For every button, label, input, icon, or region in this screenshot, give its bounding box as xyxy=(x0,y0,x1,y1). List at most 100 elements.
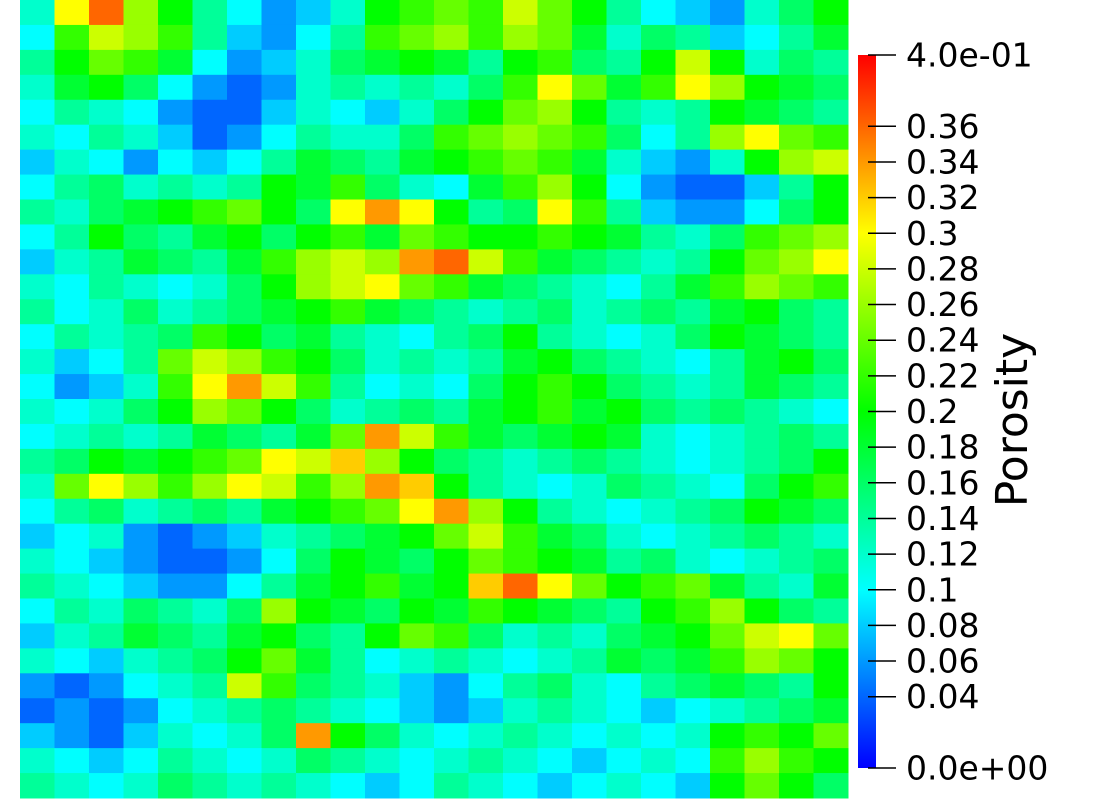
cell xyxy=(123,473,159,500)
cell xyxy=(503,773,538,799)
cell xyxy=(123,24,159,51)
cell xyxy=(261,199,297,225)
cell xyxy=(572,548,607,575)
cell xyxy=(503,723,538,749)
cell xyxy=(296,523,331,550)
cell xyxy=(192,224,228,250)
cell xyxy=(158,74,193,101)
cell xyxy=(330,374,366,400)
cell xyxy=(779,623,814,649)
cell xyxy=(227,748,262,774)
cell xyxy=(641,249,676,275)
cell xyxy=(330,274,366,300)
cell xyxy=(606,773,642,799)
cell xyxy=(192,598,228,624)
cell xyxy=(365,448,400,475)
cell xyxy=(123,249,159,275)
cell xyxy=(813,623,849,649)
cell xyxy=(606,74,642,101)
cell xyxy=(606,49,642,76)
cell xyxy=(20,124,55,151)
cell xyxy=(330,49,366,76)
cell xyxy=(54,324,90,350)
cell xyxy=(813,698,849,724)
cell xyxy=(227,199,262,225)
cell xyxy=(537,224,573,250)
cell xyxy=(296,648,331,674)
cell xyxy=(813,773,849,799)
cell xyxy=(20,423,55,450)
cell xyxy=(89,299,124,325)
cell xyxy=(89,773,124,799)
cell xyxy=(606,598,642,624)
colorbar-tick-label: 0.32 xyxy=(906,178,979,217)
cell xyxy=(710,49,745,76)
cell xyxy=(20,548,55,575)
cell xyxy=(54,598,90,624)
cell xyxy=(434,773,469,799)
cell xyxy=(710,349,745,375)
cell xyxy=(261,623,297,649)
cell xyxy=(123,0,159,26)
cell xyxy=(537,573,573,599)
cell xyxy=(675,0,711,26)
cell xyxy=(675,523,711,550)
cell xyxy=(296,299,331,325)
cell xyxy=(296,423,331,450)
cell xyxy=(296,0,331,26)
cell xyxy=(468,49,504,76)
cell xyxy=(675,673,711,699)
cell xyxy=(192,49,228,76)
cell xyxy=(54,399,90,425)
cell xyxy=(123,199,159,225)
cell xyxy=(675,124,711,151)
cell xyxy=(399,0,435,26)
cell xyxy=(813,224,849,250)
cell xyxy=(468,448,504,475)
cell xyxy=(606,149,642,176)
cell xyxy=(330,124,366,151)
cell xyxy=(365,473,400,500)
cell xyxy=(330,324,366,350)
cell xyxy=(330,773,366,799)
cell xyxy=(606,349,642,375)
cell xyxy=(710,548,745,575)
cell xyxy=(710,698,745,724)
cell xyxy=(468,473,504,500)
cell xyxy=(503,423,538,450)
cell xyxy=(330,448,366,475)
cell xyxy=(192,299,228,325)
cell xyxy=(261,124,297,151)
cell xyxy=(296,448,331,475)
cell xyxy=(710,124,745,151)
cell xyxy=(606,0,642,26)
cell xyxy=(744,523,780,550)
cell xyxy=(365,74,400,101)
cell xyxy=(192,324,228,350)
cell xyxy=(158,49,193,76)
cell xyxy=(779,748,814,774)
cell xyxy=(123,573,159,599)
cell xyxy=(158,224,193,250)
cell xyxy=(158,174,193,200)
cell xyxy=(365,623,400,649)
cell xyxy=(503,573,538,599)
cell xyxy=(537,773,573,799)
cell xyxy=(641,0,676,26)
cell xyxy=(399,698,435,724)
cell xyxy=(54,149,90,176)
cell xyxy=(434,423,469,450)
cell xyxy=(89,124,124,151)
cell xyxy=(641,698,676,724)
cell xyxy=(675,24,711,51)
cell xyxy=(89,498,124,525)
cell xyxy=(158,523,193,550)
cell xyxy=(227,124,262,151)
colorbar-tick-label: 0.22 xyxy=(906,356,979,395)
cell xyxy=(537,249,573,275)
cell xyxy=(641,498,676,525)
cell xyxy=(537,623,573,649)
cell xyxy=(89,99,124,126)
cell xyxy=(710,448,745,475)
